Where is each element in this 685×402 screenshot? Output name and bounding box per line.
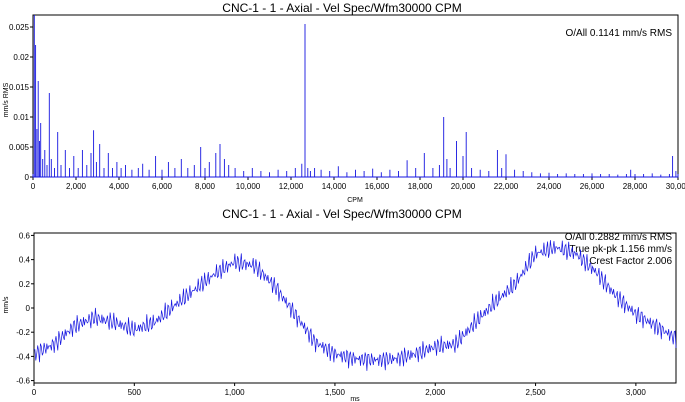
spectrum-x-tick-label: 16,000 (365, 182, 390, 191)
spectrum-x-tick-label: 30,000 (666, 182, 685, 191)
waveform-chart: CNC-1 - 1 - Axial - Vel Spec/Wfm30000 CP… (0, 205, 685, 402)
waveform-x-axis-label: ms (350, 396, 360, 402)
spectrum-y-tick-label: 0.025 (9, 23, 30, 32)
waveform-x-tick-label: 2,000 (425, 388, 446, 397)
spectrum-y-tick-label: 0.01 (13, 113, 29, 122)
waveform-y-tick-label: 0.6 (19, 231, 31, 240)
spectrum-x-tick-label: 20,000 (451, 182, 476, 191)
spectrum-x-tick-label: 8,000 (195, 182, 216, 191)
waveform-series-line (33, 240, 677, 371)
waveform-y-tick-label: -0.4 (16, 352, 30, 361)
spectrum-y-axis-label: mm/s RMS (3, 82, 10, 117)
waveform-title: CNC-1 - 1 - Axial - Vel Spec/Wfm30000 CP… (222, 207, 461, 221)
spectrum-plot-frame (32, 14, 679, 178)
waveform-x-tick-label: 2,500 (526, 388, 547, 397)
waveform-y-tick-label: 0.4 (19, 256, 31, 265)
spectrum-title: CNC-1 - 1 - Axial - Vel Spec/Wfm30000 CP… (222, 1, 461, 15)
waveform-y-tick-label: 0.2 (19, 280, 31, 289)
waveform-y-tick-label: -0.6 (16, 377, 30, 386)
spectrum-x-tick-label: 6,000 (152, 182, 173, 191)
waveform-x-tick-label: 1,000 (225, 388, 246, 397)
spectrum-x-tick-label: 14,000 (322, 182, 347, 191)
spectrum-overall-annotation: O/All 0.1141 mm/s RMS (565, 28, 672, 39)
spectrum-y-tick-label: 0.005 (9, 143, 30, 152)
waveform-x-tick-label: 1,500 (325, 388, 346, 397)
spectrum-x-tick-label: 24,000 (537, 182, 562, 191)
spectrum-x-tick-label: 22,000 (494, 182, 519, 191)
waveform-crest-annotation: Crest Factor 2.006 (589, 256, 672, 267)
spectrum-series-line (32, 15, 679, 178)
waveform-y-tick-label: -0.2 (16, 328, 30, 337)
spectrum-x-tick-label: 2,000 (66, 182, 87, 191)
spectrum-x-tick-label: 26,000 (580, 182, 605, 191)
waveform-y-axis-label: mm/s (3, 296, 10, 314)
waveform-x-tick-label: 500 (128, 388, 142, 397)
waveform-overall-annotation: O/All 0.2882 mm/s RMS (565, 232, 673, 243)
spectrum-chart: CNC-1 - 1 - Axial - Vel Spec/Wfm30000 CP… (3, 1, 685, 204)
waveform-chart-svg: CNC-1 - 1 - Axial - Vel Spec/Wfm30000 CP… (3, 207, 677, 402)
spectrum-x-tick-label: 0 (31, 182, 36, 191)
spectrum-x-axis-label: CPM (347, 197, 363, 204)
spectrum-y-tick-label: 0.02 (13, 53, 29, 62)
waveform-x-tick-label: 3,000 (626, 388, 647, 397)
waveform-pkpk-annotation: True pk-pk 1.156 mm/s (570, 244, 672, 255)
waveform-x-tick-label: 0 (32, 388, 37, 397)
spectrum-x-tick-label: 28,000 (623, 182, 648, 191)
spectrum-y-tick-label: 0 (25, 173, 30, 182)
spectrum-x-tick-label: 12,000 (279, 182, 304, 191)
spectrum-x-tick-label: 4,000 (109, 182, 130, 191)
spectrum-x-tick-label: 18,000 (408, 182, 433, 191)
spectrum-y-tick-label: 0.015 (9, 83, 30, 92)
waveform-y-tick-label: 0 (26, 304, 31, 313)
spectrum-x-tick-label: 10,000 (236, 182, 261, 191)
spectrum-chart-svg: CNC-1 - 1 - Axial - Vel Spec/Wfm30000 CP… (3, 1, 685, 204)
